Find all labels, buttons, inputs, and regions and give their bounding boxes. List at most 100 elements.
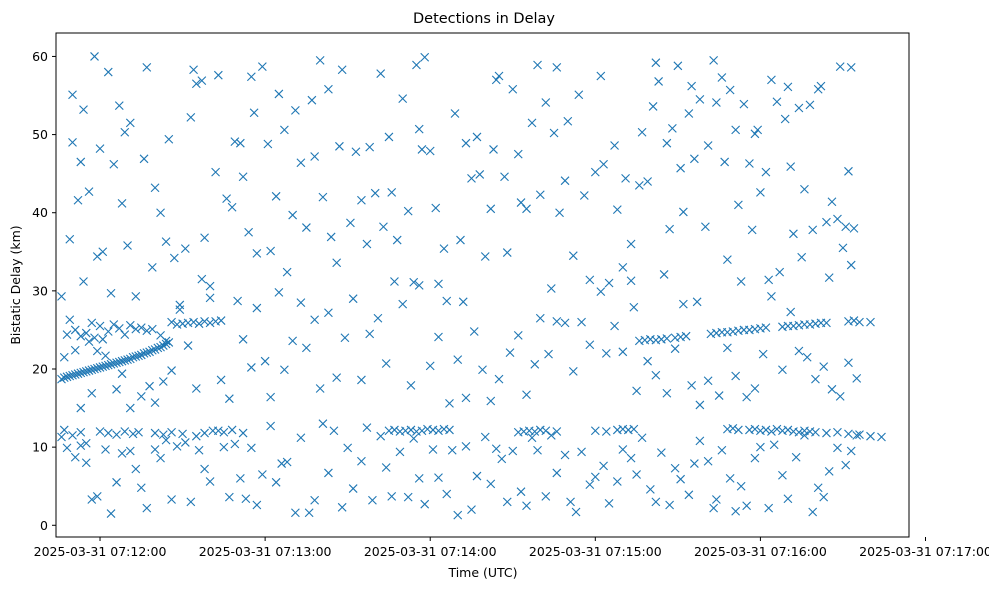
data-point — [841, 460, 851, 470]
data-point — [541, 98, 551, 107]
data-point — [450, 109, 460, 118]
y-tick-label: 10 — [32, 440, 48, 455]
data-point — [128, 429, 138, 439]
data-point — [252, 500, 262, 510]
data-point — [637, 433, 647, 443]
x-tick-label: 2025-03-31 07:13:00 — [199, 544, 332, 559]
data-point — [65, 234, 75, 244]
data-point — [351, 147, 361, 157]
data-point — [643, 177, 652, 186]
data-point — [200, 464, 209, 474]
data-point — [530, 359, 540, 369]
y-axis-ticks: 0 10 20 30 40 50 60 — [32, 49, 56, 533]
data-point — [502, 248, 512, 257]
data-point — [494, 71, 504, 81]
data-point — [527, 118, 537, 128]
data-point — [235, 474, 245, 483]
data-point — [95, 427, 105, 436]
data-point — [136, 350, 146, 360]
data-point — [827, 197, 837, 207]
data-point — [390, 277, 399, 286]
data-point — [329, 426, 339, 436]
data-point — [145, 347, 154, 357]
data-point — [852, 431, 862, 440]
data-point — [257, 470, 267, 479]
data-point — [566, 497, 575, 507]
data-point — [296, 158, 306, 168]
data-point — [279, 125, 289, 135]
data-point — [695, 436, 705, 446]
data-point — [486, 479, 496, 489]
data-point — [178, 429, 187, 439]
data-point — [604, 499, 614, 508]
data-point — [530, 427, 540, 436]
data-point — [555, 208, 564, 218]
data-point — [387, 188, 397, 197]
data-point — [838, 243, 848, 253]
data-point — [131, 464, 141, 474]
data-point — [158, 341, 168, 350]
data-point — [189, 65, 198, 75]
data-point — [211, 167, 220, 177]
data-point — [634, 180, 644, 190]
data-point — [150, 445, 160, 454]
data-point — [502, 497, 512, 507]
data-point — [819, 362, 829, 372]
data-point — [489, 145, 498, 154]
data-point — [866, 317, 875, 327]
data-point — [68, 90, 77, 100]
data-point — [282, 457, 292, 467]
data-point — [398, 94, 408, 104]
data-point — [717, 445, 727, 455]
data-point — [387, 491, 397, 501]
data-point — [57, 374, 66, 384]
data-point — [147, 345, 157, 355]
data-point — [651, 370, 661, 380]
data-point — [288, 336, 298, 346]
data-point — [789, 229, 798, 239]
data-point — [227, 425, 237, 435]
data-point — [604, 278, 614, 288]
data-point — [846, 260, 856, 270]
data-point — [824, 273, 834, 282]
data-point — [348, 484, 358, 493]
data-point — [596, 71, 606, 81]
data-point — [648, 102, 658, 111]
data-point — [376, 69, 386, 79]
data-point — [95, 144, 105, 154]
data-point — [775, 267, 785, 277]
data-point — [150, 345, 160, 354]
y-tick-label: 0 — [40, 518, 48, 533]
data-point — [445, 425, 454, 435]
data-point — [142, 348, 152, 357]
data-point — [95, 363, 105, 372]
data-point — [478, 365, 487, 375]
data-point — [844, 429, 853, 439]
data-point — [552, 316, 562, 326]
data-point — [186, 113, 196, 122]
data-point — [659, 270, 669, 279]
data-point — [601, 348, 611, 358]
data-point — [76, 441, 86, 450]
data-point — [76, 403, 86, 413]
data-point — [805, 100, 815, 110]
data-point — [117, 198, 127, 208]
data-point — [103, 360, 113, 370]
data-point — [692, 297, 702, 307]
data-point — [90, 333, 99, 343]
data-point — [315, 384, 325, 393]
data-point — [274, 288, 284, 297]
data-point — [235, 138, 245, 148]
data-point — [833, 214, 842, 224]
data-point — [101, 351, 110, 361]
data-point — [291, 105, 300, 115]
data-point — [725, 474, 735, 483]
data-point — [767, 291, 776, 301]
data-point — [59, 373, 69, 382]
data-point — [714, 391, 724, 400]
data-point — [409, 434, 419, 443]
data-point — [665, 224, 674, 234]
data-point — [414, 281, 424, 290]
data-point — [142, 62, 152, 72]
data-point — [736, 277, 746, 286]
